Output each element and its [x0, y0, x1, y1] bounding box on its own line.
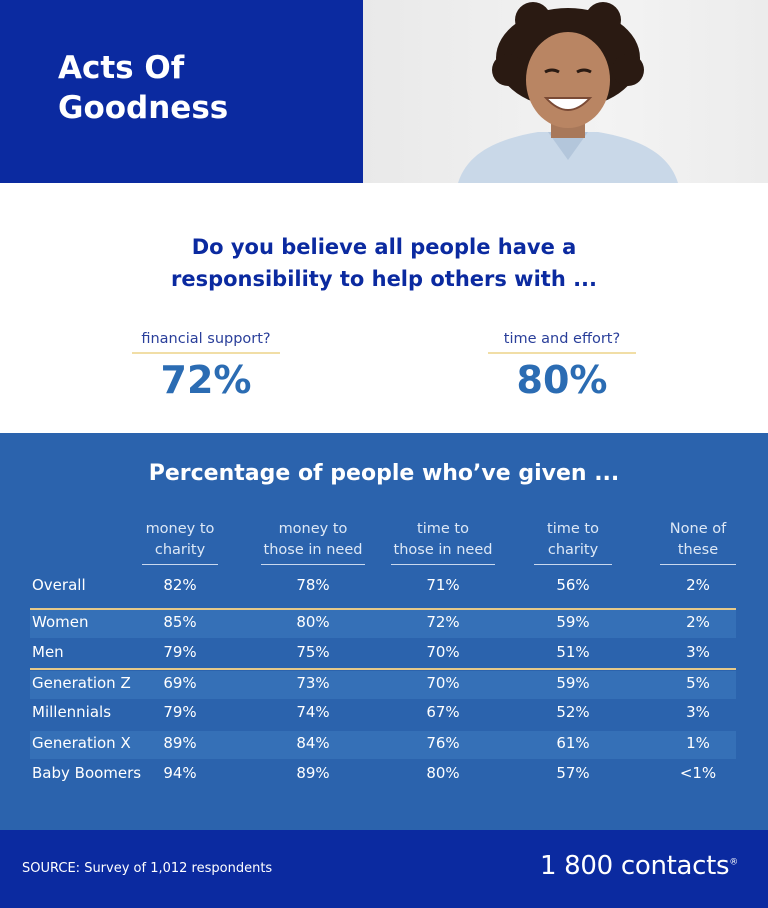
stat-value: 80% [516, 358, 608, 402]
table-cell: 75% [296, 643, 330, 661]
table-cell: 71% [426, 576, 460, 594]
title-line-1: Acts Of [58, 50, 185, 86]
time-effort-stat: time and effort? 80% [487, 328, 637, 402]
hero-header: Acts Of Goodness [0, 0, 768, 183]
table-cell: 1% [686, 734, 710, 752]
table-cell: 94% [163, 764, 197, 782]
table-cell: 67% [426, 703, 460, 721]
table-cell: 80% [426, 764, 460, 782]
row-label: Generation Z [32, 674, 131, 692]
column-header: money to charity [120, 519, 240, 561]
row-band [30, 610, 736, 638]
source-note: SOURCE: Survey of 1,012 respondents [22, 861, 273, 876]
table-cell: 78% [296, 576, 330, 594]
row-label: Millennials [32, 703, 112, 721]
stat-label: financial support? [132, 331, 280, 354]
registered-mark: ® [729, 857, 738, 868]
table-cell: 76% [426, 734, 460, 752]
page-title: Acts Of Goodness [58, 48, 228, 128]
table-cell: 59% [556, 674, 590, 692]
stat-label: time and effort? [488, 331, 636, 354]
column-header-line: these [677, 542, 719, 558]
column-header-line: those in need [393, 542, 493, 558]
table-cell: 2% [686, 576, 710, 594]
table-cell: 74% [296, 703, 330, 721]
table-cell: 89% [163, 734, 197, 752]
table-cell: 82% [163, 576, 197, 594]
question-line-2: responsibility to help others with ... [170, 267, 598, 291]
column-header: None of these [638, 519, 758, 561]
column-header-line: None of [669, 521, 727, 537]
column-header-line: money to [278, 521, 348, 537]
table-cell: 52% [556, 703, 590, 721]
row-label: Generation X [32, 734, 131, 752]
financial-support-stat: financial support? 72% [131, 328, 281, 402]
column-header-line: charity [154, 542, 206, 558]
table-cell: 80% [296, 613, 330, 631]
table-cell: 85% [163, 613, 197, 631]
table-cell: 79% [163, 643, 197, 661]
table-cell: 3% [686, 703, 710, 721]
smiling-man-photo [363, 0, 768, 183]
column-underline [660, 564, 736, 565]
row-label: Men [32, 643, 64, 661]
column-header-line: time to [417, 521, 469, 537]
row-band [30, 671, 736, 699]
row-band [30, 731, 736, 759]
portrait-illustration [458, 2, 678, 183]
table-cell: <1% [679, 764, 717, 782]
column-header-line: time to [547, 521, 599, 537]
table-cell: 59% [556, 613, 590, 631]
table-cell: 84% [296, 734, 330, 752]
column-underline [261, 564, 365, 565]
row-label: Baby Boomers [32, 764, 142, 782]
table-cell: 70% [426, 643, 460, 661]
table-cell: 79% [163, 703, 197, 721]
column-header: money to those in need [253, 519, 373, 561]
stat-value: 72% [160, 358, 252, 402]
column-header: time to those in need [383, 519, 503, 561]
row-label: Women [32, 613, 89, 631]
table-cell: 2% [686, 613, 710, 631]
chart-title: Percentage of people who’ve given ... [148, 461, 620, 486]
group-divider [30, 668, 736, 670]
group-divider [30, 608, 736, 610]
table-cell: 57% [556, 764, 590, 782]
brand-logo: 1 800 contacts® [540, 851, 738, 881]
table-cell: 73% [296, 674, 330, 692]
table-cell: 89% [296, 764, 330, 782]
brand-name: 1 800 contacts [539, 851, 730, 881]
table-cell: 70% [426, 674, 460, 692]
table-cell: 51% [556, 643, 590, 661]
column-header-line: money to [145, 521, 215, 537]
table-cell: 3% [686, 643, 710, 661]
column-underline [391, 564, 495, 565]
giving-table: Percentage of people who’ve given ... mo… [0, 433, 768, 830]
column-header-line: those in need [263, 542, 363, 558]
column-header: time to charity [513, 519, 633, 561]
question-section: Do you believe all people have a respons… [0, 183, 768, 433]
table-cell: 61% [556, 734, 590, 752]
table-cell: 5% [686, 674, 710, 692]
column-header-line: charity [547, 542, 599, 558]
title-panel: Acts Of Goodness [0, 0, 363, 183]
footer: SOURCE: Survey of 1,012 respondents 1 80… [0, 830, 768, 908]
table-cell: 69% [163, 674, 197, 692]
table-cell: 72% [426, 613, 460, 631]
title-line-2: Goodness [58, 90, 229, 126]
question-text: Do you believe all people have a respons… [84, 231, 684, 295]
row-label: Overall [32, 576, 86, 594]
column-underline [534, 564, 612, 565]
table-cell: 56% [556, 576, 590, 594]
question-line-1: Do you believe all people have a [191, 235, 577, 259]
column-underline [142, 564, 218, 565]
